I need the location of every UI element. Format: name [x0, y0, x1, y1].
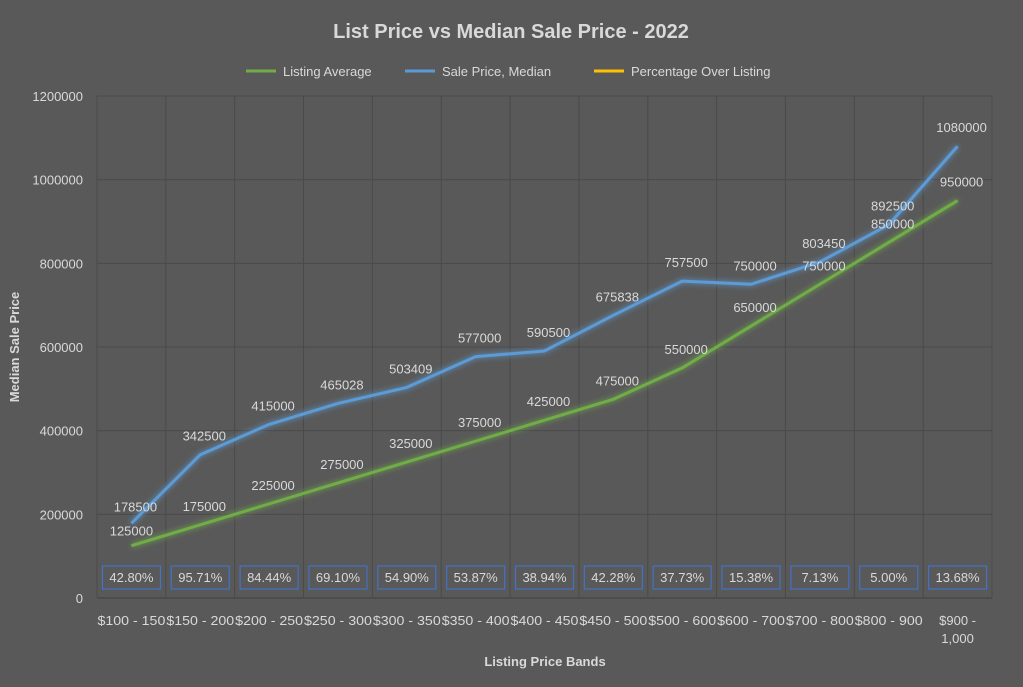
y-axis-label: Median Sale Price: [7, 292, 22, 403]
data-label-sale-price-median: 342500: [183, 429, 226, 444]
data-label-sale-price-median: 503409: [389, 361, 432, 376]
data-label-percentage-over-listing: 13.68%: [936, 570, 981, 585]
x-tick-label: $200 - 250: [235, 613, 303, 628]
data-label-box: [514, 565, 575, 590]
y-tick-label: 200000: [40, 507, 83, 522]
data-label-sale-price-median: 178500: [114, 499, 157, 514]
data-label-percentage-over-listing: 69.10%: [316, 570, 361, 585]
data-label-listing-average: 650000: [733, 300, 776, 315]
y-tick-label: 400000: [40, 424, 83, 439]
data-label-sale-price-median: 675838: [596, 289, 639, 304]
data-label-box: [170, 565, 230, 590]
x-tick-label: $400 - 450: [511, 613, 579, 628]
y-tick-label: 1000000: [32, 173, 83, 188]
data-label-sale-price-median: 415000: [251, 398, 294, 413]
data-label-percentage-over-listing: 84.44%: [247, 570, 292, 585]
data-label-listing-average: 475000: [596, 373, 639, 388]
data-label-percentage-over-listing: 15.38%: [729, 570, 774, 585]
data-label-sale-price-median: 577000: [458, 331, 501, 346]
x-tick-label: $300 - 350: [373, 613, 441, 628]
data-label-listing-average: 225000: [251, 478, 294, 493]
x-tick-label: $500 - 600: [648, 613, 716, 628]
chart-title: List Price vs Median Sale Price - 2022: [333, 21, 689, 43]
y-tick-label: 800000: [40, 256, 83, 271]
data-label-percentage-over-listing: 54.90%: [385, 570, 430, 585]
data-label-listing-average: 325000: [389, 436, 432, 451]
data-label-listing-average: 175000: [183, 499, 226, 514]
data-label-percentage-over-listing: 38.94%: [522, 570, 567, 585]
y-axis-ticks: 0 200000 400000 600000 800000 1000000 1200000: [32, 89, 83, 606]
data-label-box: [446, 565, 506, 590]
x-tick-label: $150 - 200: [166, 613, 234, 628]
data-label-box: [652, 565, 712, 590]
x-tick-label: $450 - 500: [579, 613, 647, 628]
data-label-box: [721, 565, 781, 590]
data-label-percentage-over-listing: 42.80%: [109, 570, 154, 585]
legend-entry: Listing Average: [283, 64, 372, 79]
legend-entry: Percentage Over Listing: [631, 64, 770, 79]
data-label-percentage-over-listing: 95.71%: [178, 570, 223, 585]
x-tick-label: $900 -1,000: [939, 613, 976, 646]
data-label-listing-average: 550000: [664, 342, 707, 357]
x-tick-label: $700 - 800: [786, 613, 854, 628]
data-label-listing-average: 425000: [527, 394, 570, 409]
data-label-sale-price-median: 803450: [802, 236, 845, 251]
series-line-listing-average: [130, 199, 959, 548]
data-label-listing-average: 850000: [871, 216, 914, 231]
data-label-sale-price-median: 590500: [527, 325, 570, 340]
gridlines: [96, 95, 993, 599]
x-axis-ticks: $100 - 150 $150 - 200 $200 - 250 $250 - 300…: [98, 613, 977, 646]
data-label-listing-average: 125000: [110, 524, 153, 539]
data-label-box: [377, 565, 437, 590]
x-tick-label: $800 - 900: [855, 613, 923, 628]
data-label-box: [859, 565, 919, 590]
data-label-sale-price-median: 757500: [664, 255, 707, 270]
y-tick-label: 1200000: [32, 89, 83, 104]
x-axis-label: Listing Price Bands: [484, 654, 605, 669]
data-label-percentage-over-listing: 53.87%: [454, 570, 499, 585]
legend: Listing Average Sale Price, Median Percent…: [246, 64, 770, 79]
series-lines: [130, 145, 959, 600]
x-tick-label: $600 - 700: [717, 613, 785, 628]
data-label-sale-price-median: 892500: [871, 199, 914, 214]
y-tick-label: 0: [76, 591, 83, 606]
legend-entry: Sale Price, Median: [442, 64, 551, 79]
data-label-box: [790, 565, 850, 590]
x-tick-label: $100 - 150: [98, 613, 166, 628]
data-label-box: [239, 565, 299, 590]
data-label-listing-average: 375000: [458, 415, 501, 430]
data-label-box: [927, 565, 988, 590]
x-tick-label: $250 - 300: [304, 613, 372, 628]
data-label-percentage-over-listing: 42.28%: [591, 570, 636, 585]
data-label-sale-price-median: 1080000: [936, 120, 987, 135]
data-label-listing-average: 275000: [320, 457, 363, 472]
data-labels: 125000 175000 225000 275000 325000 375000 4250…: [101, 120, 988, 590]
data-label-percentage-over-listing: 7.13%: [801, 570, 838, 585]
series-line-sale-price-median: [130, 145, 959, 525]
y-tick-label: 600000: [40, 340, 83, 355]
data-label-sale-price-median: 465028: [320, 377, 363, 392]
data-label-percentage-over-listing: 5.00%: [870, 570, 907, 585]
data-label-listing-average: 950000: [940, 175, 983, 190]
data-label-sale-price-median: 750000: [733, 258, 776, 273]
data-label-box: [308, 565, 368, 590]
x-tick-label: $350 - 400: [442, 613, 510, 628]
data-label-box: [583, 565, 643, 590]
data-label-percentage-over-listing: 37.73%: [660, 570, 705, 585]
data-label-box: [101, 565, 162, 590]
data-label-listing-average: 750000: [802, 258, 845, 273]
